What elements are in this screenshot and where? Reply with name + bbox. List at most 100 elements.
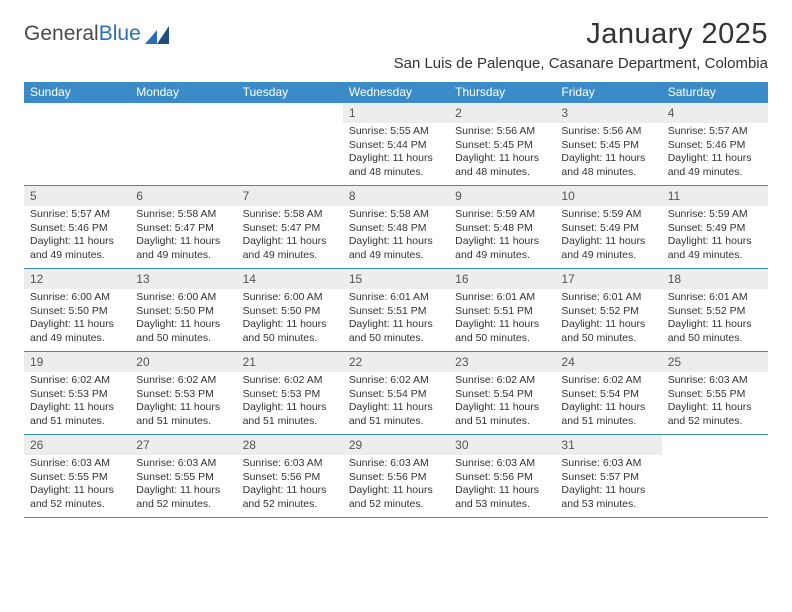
sunrise-line: Sunrise: 6:02 AM [243,374,337,388]
weeks-container: 1Sunrise: 5:55 AMSunset: 5:44 PMDaylight… [24,103,768,518]
sunrise-line: Sunrise: 5:58 AM [349,208,443,222]
daylight-line: Daylight: 11 hours and 51 minutes. [349,401,443,428]
sunrise-line: Sunrise: 6:03 AM [668,374,762,388]
day-number: 14 [237,269,343,289]
day-cell: 20Sunrise: 6:02 AMSunset: 5:53 PMDayligh… [130,352,236,434]
daylight-line: Daylight: 11 hours and 52 minutes. [349,484,443,511]
sunset-line: Sunset: 5:50 PM [136,305,230,319]
sunset-line: Sunset: 5:53 PM [30,388,124,402]
daylight-line: Daylight: 11 hours and 49 minutes. [349,235,443,262]
day-body: Sunrise: 6:02 AMSunset: 5:53 PMDaylight:… [24,372,130,433]
day-number: 30 [449,435,555,455]
day-body: Sunrise: 6:01 AMSunset: 5:51 PMDaylight:… [343,289,449,350]
sunset-line: Sunset: 5:45 PM [455,139,549,153]
day-body: Sunrise: 6:03 AMSunset: 5:56 PMDaylight:… [449,455,555,516]
day-body: Sunrise: 6:01 AMSunset: 5:52 PMDaylight:… [662,289,768,350]
daylight-line: Daylight: 11 hours and 51 minutes. [561,401,655,428]
sunset-line: Sunset: 5:46 PM [668,139,762,153]
daylight-line: Daylight: 11 hours and 49 minutes. [561,235,655,262]
day-number: 16 [449,269,555,289]
sunrise-line: Sunrise: 6:01 AM [349,291,443,305]
sunset-line: Sunset: 5:55 PM [30,471,124,485]
day-number: 26 [24,435,130,455]
day-body: Sunrise: 5:59 AMSunset: 5:49 PMDaylight:… [555,206,661,267]
sunset-line: Sunset: 5:53 PM [243,388,337,402]
day-number: 29 [343,435,449,455]
day-body: Sunrise: 5:58 AMSunset: 5:47 PMDaylight:… [130,206,236,267]
day-cell: 2Sunrise: 5:56 AMSunset: 5:45 PMDaylight… [449,103,555,185]
day-cell: 9Sunrise: 5:59 AMSunset: 5:48 PMDaylight… [449,186,555,268]
sunset-line: Sunset: 5:47 PM [243,222,337,236]
sunset-line: Sunset: 5:56 PM [455,471,549,485]
sunset-line: Sunset: 5:50 PM [243,305,337,319]
daylight-line: Daylight: 11 hours and 50 minutes. [349,318,443,345]
week-row: 5Sunrise: 5:57 AMSunset: 5:46 PMDaylight… [24,186,768,269]
day-cell: 12Sunrise: 6:00 AMSunset: 5:50 PMDayligh… [24,269,130,351]
sunset-line: Sunset: 5:48 PM [455,222,549,236]
daylight-line: Daylight: 11 hours and 52 minutes. [243,484,337,511]
sunrise-line: Sunrise: 6:03 AM [349,457,443,471]
sunrise-line: Sunrise: 5:59 AM [561,208,655,222]
daylight-line: Daylight: 11 hours and 53 minutes. [455,484,549,511]
week-row: 19Sunrise: 6:02 AMSunset: 5:53 PMDayligh… [24,352,768,435]
sunset-line: Sunset: 5:53 PM [136,388,230,402]
daylight-line: Daylight: 11 hours and 49 minutes. [668,152,762,179]
day-cell: 25Sunrise: 6:03 AMSunset: 5:55 PMDayligh… [662,352,768,434]
daylight-line: Daylight: 11 hours and 50 minutes. [136,318,230,345]
sunrise-line: Sunrise: 6:00 AM [243,291,337,305]
day-body: Sunrise: 6:01 AMSunset: 5:51 PMDaylight:… [449,289,555,350]
sunset-line: Sunset: 5:44 PM [349,139,443,153]
day-cell: 1Sunrise: 5:55 AMSunset: 5:44 PMDaylight… [343,103,449,185]
day-cell: 15Sunrise: 6:01 AMSunset: 5:51 PMDayligh… [343,269,449,351]
daylight-line: Daylight: 11 hours and 51 minutes. [30,401,124,428]
day-cell: 14 Sunrise: 6:00 AMSunset: 5:50 PMDayligh… [237,269,343,351]
day-body: Sunrise: 5:58 AMSunset: 5:48 PMDaylight:… [343,206,449,267]
day-number: 2 [449,103,555,123]
daylight-line: Daylight: 11 hours and 49 minutes. [668,235,762,262]
sunset-line: Sunset: 5:55 PM [136,471,230,485]
day-body: Sunrise: 5:57 AMSunset: 5:46 PMDaylight:… [24,206,130,267]
day-number: 27 [130,435,236,455]
day-number: 22 [343,352,449,372]
day-cell: 22Sunrise: 6:02 AMSunset: 5:54 PMDayligh… [343,352,449,434]
day-body: Sunrise: 6:03 AMSunset: 5:55 PMDaylight:… [24,455,130,516]
sunset-line: Sunset: 5:51 PM [349,305,443,319]
day-body: Sunrise: 6:02 AMSunset: 5:54 PMDaylight:… [343,372,449,433]
day-number: 17 [555,269,661,289]
day-cell: 18Sunrise: 6:01 AMSunset: 5:52 PMDayligh… [662,269,768,351]
sunrise-line: Sunrise: 5:56 AM [455,125,549,139]
day-body: Sunrise: 6:01 AMSunset: 5:52 PMDaylight:… [555,289,661,350]
daylight-line: Daylight: 11 hours and 48 minutes. [561,152,655,179]
day-number: 9 [449,186,555,206]
weekday-header: Thursday [449,82,555,103]
day-number: 13 [130,269,236,289]
day-number: 3 [555,103,661,123]
sunrise-line: Sunrise: 6:03 AM [455,457,549,471]
day-body: Sunrise: 6:03 AMSunset: 5:57 PMDaylight:… [555,455,661,516]
sunrise-line: Sunrise: 6:00 AM [136,291,230,305]
sunset-line: Sunset: 5:54 PM [349,388,443,402]
day-cell: 21Sunrise: 6:02 AMSunset: 5:53 PMDayligh… [237,352,343,434]
day-number: 25 [662,352,768,372]
weekday-header: Monday [130,82,236,103]
day-cell [130,103,236,185]
sunset-line: Sunset: 5:57 PM [561,471,655,485]
day-cell: 3Sunrise: 5:56 AMSunset: 5:45 PMDaylight… [555,103,661,185]
sunrise-line: Sunrise: 6:01 AM [668,291,762,305]
weekday-header: Friday [555,82,661,103]
day-body: Sunrise: 6:03 AMSunset: 5:56 PMDaylight:… [343,455,449,516]
brand-mark-icon [145,26,171,44]
day-cell: 7Sunrise: 5:58 AMSunset: 5:47 PMDaylight… [237,186,343,268]
day-body: Sunrise: 5:56 AMSunset: 5:45 PMDaylight:… [555,123,661,184]
daylight-line: Daylight: 11 hours and 51 minutes. [243,401,337,428]
daylight-line: Daylight: 11 hours and 50 minutes. [561,318,655,345]
day-number: 28 [237,435,343,455]
daylight-line: Daylight: 11 hours and 50 minutes. [243,318,337,345]
day-cell: 28Sunrise: 6:03 AMSunset: 5:56 PMDayligh… [237,435,343,517]
sunset-line: Sunset: 5:47 PM [136,222,230,236]
sunset-line: Sunset: 5:52 PM [561,305,655,319]
day-cell: 27Sunrise: 6:03 AMSunset: 5:55 PMDayligh… [130,435,236,517]
sunset-line: Sunset: 5:45 PM [561,139,655,153]
sunrise-line: Sunrise: 5:59 AM [455,208,549,222]
day-cell: 31Sunrise: 6:03 AMSunset: 5:57 PMDayligh… [555,435,661,517]
